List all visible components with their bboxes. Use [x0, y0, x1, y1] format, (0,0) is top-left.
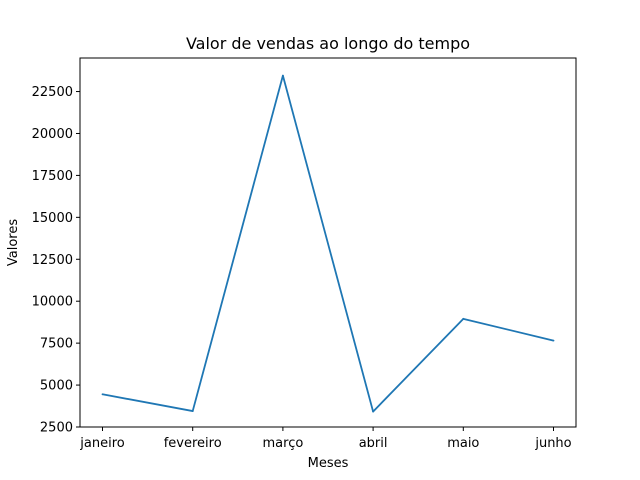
data-point	[462, 317, 465, 320]
y-tick-label: 10000	[32, 295, 73, 310]
data-point	[282, 74, 284, 77]
y-tick-label: 22500	[32, 85, 73, 100]
y-axis-label: Valores	[6, 219, 21, 266]
y-tick-label: 20000	[32, 127, 73, 142]
x-tick-label: março	[263, 436, 304, 451]
data-point	[372, 410, 374, 413]
x-tick-label: junho	[534, 436, 571, 451]
data-point	[552, 339, 555, 342]
x-tick-label: janeiro	[79, 436, 124, 451]
y-tick-label: 15000	[32, 211, 73, 226]
data-point	[101, 393, 104, 396]
x-tick-label: abril	[359, 436, 388, 451]
plot-area-frame	[79, 57, 577, 428]
y-tick-label: 5000	[40, 379, 73, 394]
y-tick-label: 2500	[40, 421, 73, 436]
series-line	[102, 74, 554, 413]
data-point	[191, 410, 194, 412]
x-tick-label: fevereiro	[164, 436, 222, 451]
x-axis-label: Meses	[308, 456, 349, 471]
chart-title: Valor de vendas ao longo do tempo	[186, 34, 470, 53]
y-tick-label: 7500	[40, 337, 73, 352]
x-tick-label: maio	[447, 436, 479, 451]
y-tick-label: 12500	[32, 253, 73, 268]
y-tick-label: 17500	[32, 169, 73, 184]
